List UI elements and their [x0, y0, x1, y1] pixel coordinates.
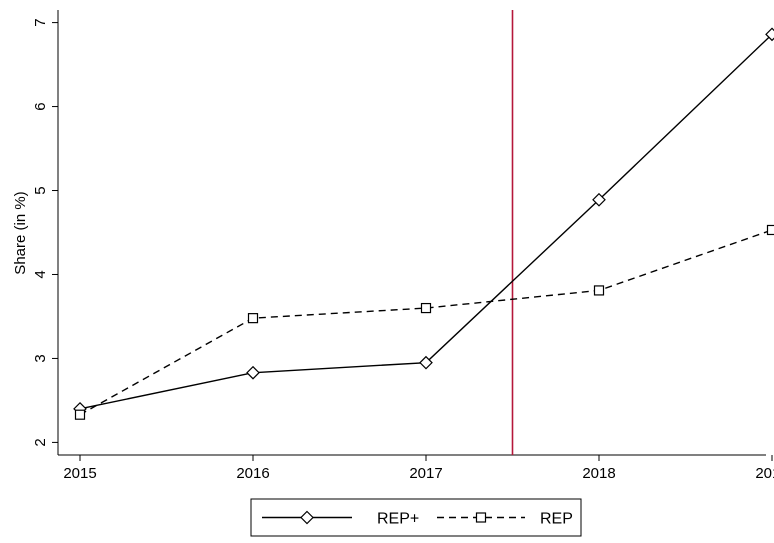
data-point — [765, 27, 774, 42]
y-axis-title: Share (in %) — [12, 191, 29, 274]
series-line-rep — [79, 229, 773, 416]
legend: REP+ REP — [250, 498, 582, 537]
y-tick-label: 4 — [32, 270, 49, 278]
data-point — [246, 365, 260, 380]
data-point — [593, 285, 605, 296]
data-point — [420, 302, 432, 314]
plot-area: 2 3 4 5 6 7 2015 2016 2017 2018 2019 — [32, 10, 774, 482]
x-tick-label: 2016 — [236, 465, 269, 482]
legend-marker — [300, 510, 314, 525]
x-axis-ticks: 2015 2016 2017 2018 2019 — [63, 455, 774, 482]
data-point — [419, 355, 433, 370]
y-tick-label: 5 — [32, 186, 49, 194]
y-tick-label: 3 — [32, 354, 49, 362]
legend-label: REP+ — [377, 511, 419, 528]
data-point — [766, 224, 774, 236]
y-tick-label: 6 — [32, 102, 49, 110]
x-tick-label: 2015 — [63, 465, 96, 482]
data-point — [592, 192, 606, 207]
legend-label: REP — [540, 511, 573, 528]
legend-items: REP+ REP — [262, 511, 573, 528]
data-point — [247, 313, 259, 324]
x-tick-label: 2017 — [409, 465, 442, 482]
y-tick-label: 7 — [32, 18, 49, 26]
legend-marker — [475, 512, 487, 523]
x-tick-label: 2018 — [582, 465, 615, 482]
series-group — [73, 27, 774, 420]
x-tick-label: 2019 — [755, 465, 774, 482]
data-point — [74, 409, 86, 420]
y-axis-ticks: 2 3 4 5 6 7 — [32, 18, 58, 447]
y-tick-label: 2 — [32, 438, 49, 446]
